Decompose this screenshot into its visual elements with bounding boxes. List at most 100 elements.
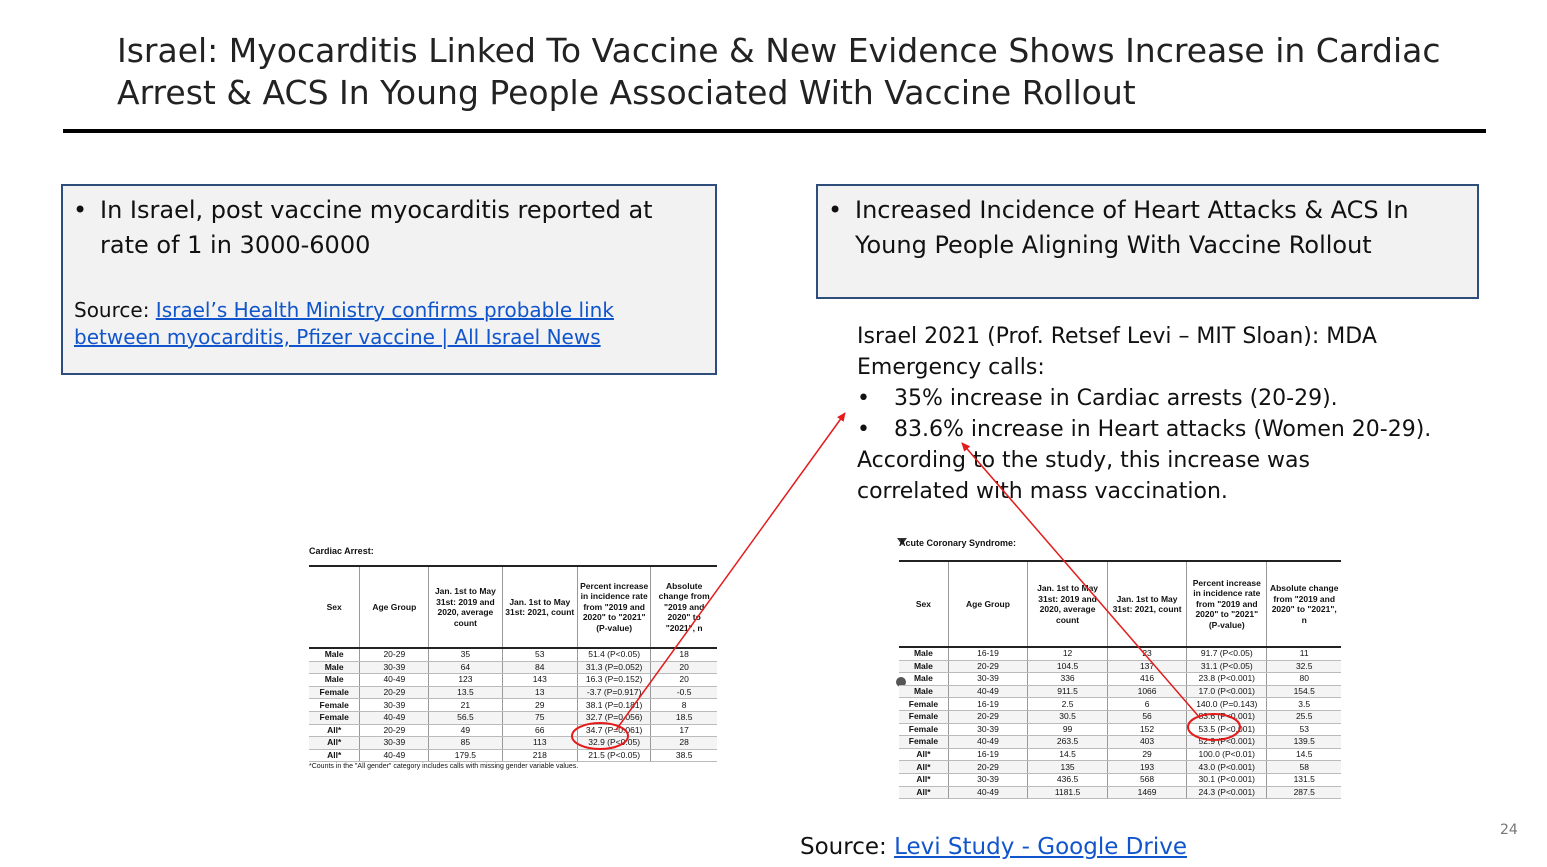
table-cell: 30-39 — [359, 736, 430, 750]
table-cell: 80 — [1266, 672, 1341, 686]
sex-cell: Female — [309, 698, 361, 712]
col-header: Age Group — [948, 560, 1029, 648]
myocarditis-info-box: • In Israel, post vaccine myocarditis re… — [61, 184, 717, 375]
table-cell: 336 — [1027, 672, 1108, 686]
table-cell: 6 — [1107, 697, 1188, 711]
sex-cell: Male — [899, 685, 949, 699]
table-cell: 75 — [502, 711, 579, 725]
sex-cell: Female — [899, 697, 949, 711]
table-cell: 43.0 (P<0.001) — [1186, 760, 1268, 774]
cardiac-arrest-table-figure: Cardiac Arrest: Sex Age Group Jan. 1st t… — [309, 546, 717, 770]
table-cell: 16-19 — [948, 647, 1029, 661]
table-cell: 16-19 — [948, 748, 1029, 762]
all-israel-news-link[interactable]: Israel’s Health Ministry confirms probab… — [74, 298, 614, 349]
table-cell: 32.5 — [1266, 660, 1341, 674]
table-cell: 35 — [428, 648, 503, 662]
sex-cell: Male — [309, 661, 361, 675]
table-cell: 140.0 (P=0.143) — [1186, 697, 1268, 711]
table-cell: 29 — [502, 698, 579, 712]
table-cell: 40-49 — [359, 749, 430, 763]
table-cell: 38.1 (P=0.181) — [577, 698, 652, 712]
table-cell: 30-39 — [948, 773, 1029, 787]
cardiac-table-footnote: *Counts in the "All gender" category inc… — [309, 763, 579, 771]
table-cell: 13 — [502, 686, 579, 700]
table-cell: 263.5 — [1027, 735, 1108, 749]
table-cell: 21.5 (P<0.05) — [577, 749, 652, 763]
table-cell: 21 — [428, 698, 503, 712]
table-cell: 104.5 — [1027, 660, 1108, 674]
table-row: Male 30-39 336 416 23.8 (P<0.001) 80 — [899, 672, 1341, 686]
table-row: Female 30-39 21 29 38.1 (P=0.181) 8 — [309, 698, 717, 712]
table-row: Male 16-19 12 23 91.7 (P<0.05) 11 — [899, 647, 1341, 661]
table-cell: 8 — [650, 698, 717, 712]
table-cell: 30-39 — [359, 698, 430, 712]
table-row: Female 30-39 99 152 53.5 (P<0.001) 53 — [899, 723, 1341, 737]
bullet-glyph: • — [857, 386, 870, 411]
cursor-triangle-icon — [897, 538, 907, 545]
page-number: 24 — [1500, 822, 1518, 838]
table-cell: 91.7 (P<0.05) — [1186, 647, 1268, 661]
table-cell: 17 — [650, 724, 717, 738]
col-header: Absolute change from "2019 and 2020" to … — [1266, 560, 1341, 648]
sex-cell: All* — [309, 724, 361, 738]
table-row: Male 20-29 104.5 137 31.1 (P<0.05) 32.5 — [899, 660, 1341, 674]
table-row: All* 16-19 14.5 29 100.0 (P<0.01) 14.5 — [899, 748, 1341, 762]
table-cell: 113 — [502, 736, 579, 750]
table-row: All* 30-39 436.5 568 30.1 (P<0.001) 131.5 — [899, 773, 1341, 787]
sex-cell: Female — [899, 735, 949, 749]
table-cell: 64 — [428, 661, 503, 675]
table-cell: 100.0 (P<0.01) — [1186, 748, 1268, 762]
table-cell: 179.5 — [428, 749, 503, 763]
bullet-glyph: • — [73, 196, 88, 224]
sex-cell: Female — [899, 723, 949, 737]
table-cell: 51.4 (P<0.05) — [577, 648, 652, 662]
table-cell: 1469 — [1107, 786, 1188, 800]
levi-study-link[interactable]: Levi Study - Google Drive — [894, 834, 1187, 860]
sex-cell: Male — [309, 648, 361, 662]
table-row: All* 20-29 135 193 43.0 (P<0.001) 58 — [899, 760, 1341, 774]
title-divider — [63, 129, 1486, 133]
slide-title: Israel: Myocarditis Linked To Vaccine & … — [117, 31, 1441, 112]
table-cell: 20-29 — [948, 710, 1029, 724]
col-header: Percent increase in incidence rate from … — [577, 565, 652, 649]
sex-cell: All* — [899, 760, 949, 774]
table-cell: 28 — [650, 736, 717, 750]
table-cell: 56.5 — [428, 711, 503, 725]
table-row: Female 16-19 2.5 6 140.0 (P=0.143) 3.5 — [899, 697, 1341, 711]
cardiac-arrest-table: Sex Age Group Jan. 1st to May 31st: 2019… — [309, 565, 717, 763]
sex-cell: Male — [899, 660, 949, 674]
table-row: Female 40-49 56.5 75 32.7 (P=0.056) 18.5 — [309, 711, 717, 725]
table-cell: 34.7 (P=0.061) — [577, 724, 652, 738]
table-cell: 99 — [1027, 723, 1108, 737]
table-cell: 20 — [650, 661, 717, 675]
bullet-glyph: • — [828, 196, 843, 224]
table-cell: 40-49 — [948, 685, 1029, 699]
table-cell: 911.5 — [1027, 685, 1108, 699]
table-cell: 40-49 — [359, 711, 430, 725]
table-cell: 84 — [502, 661, 579, 675]
table-cell: 25.5 — [1266, 710, 1341, 724]
bullet-glyph: • — [857, 417, 870, 442]
table-cell: 30-39 — [948, 672, 1029, 686]
levi-study-source: Source: Levi Study - Google Drive — [800, 832, 1187, 862]
table-cell: 218 — [502, 749, 579, 763]
sex-cell: All* — [899, 786, 949, 800]
table-cell: 20-29 — [359, 686, 430, 700]
table-cell: 30-39 — [359, 661, 430, 675]
table-cell: 13.5 — [428, 686, 503, 700]
table-cell: 416 — [1107, 672, 1188, 686]
table-row: Male 40-49 123 143 16.3 (P=0.152) 20 — [309, 673, 717, 687]
table-cell: 53.5 (P<0.001) — [1186, 723, 1268, 737]
heart-attack-bullet: • Increased Incidence of Heart Attacks &… — [818, 193, 1458, 263]
sex-cell: Female — [899, 710, 949, 724]
table-cell: 154.5 — [1266, 685, 1341, 699]
col-header: Absolute change from "2019 and 2020" to … — [650, 565, 717, 649]
table-cell: 31.1 (P<0.05) — [1186, 660, 1268, 674]
table-cell: 49 — [428, 724, 503, 738]
table-cell: 2.5 — [1027, 697, 1108, 711]
table-cell: 58 — [1266, 760, 1341, 774]
sex-cell: All* — [899, 773, 949, 787]
table-header-row: Sex Age Group Jan. 1st to May 31st: 2019… — [309, 565, 717, 649]
table-cell: -0.5 — [650, 686, 717, 700]
sex-cell: Female — [309, 686, 361, 700]
